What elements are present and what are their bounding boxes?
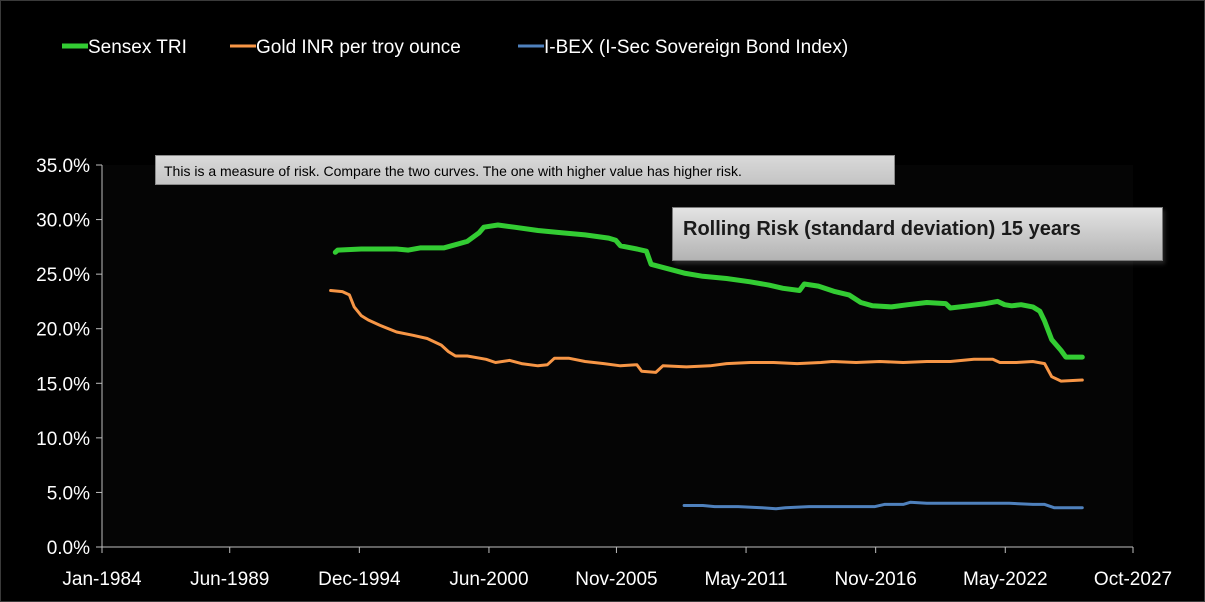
x-tick-label: May-2022 xyxy=(963,569,1048,590)
x-tick-label: Jan-1984 xyxy=(62,569,142,590)
y-tick-label: 15.0% xyxy=(36,374,90,395)
series-line-3 xyxy=(682,500,1084,511)
series-line-1 xyxy=(332,222,1085,360)
x-tick-label: Jun-2000 xyxy=(449,569,528,590)
y-tick-label: 0.0% xyxy=(47,538,90,559)
y-tick-label: 30.0% xyxy=(36,211,90,232)
y-tick-label: 35.0% xyxy=(36,156,90,177)
x-tick-label: May-2011 xyxy=(705,569,788,590)
x-tick-label: Nov-2005 xyxy=(575,569,657,590)
y-axis: 0.0% 5.0% 10.0% 15.0% 20.0% 25.0% 30.0% 35.0% xyxy=(36,156,103,559)
x-tick-label: Oct-2027 xyxy=(1094,569,1172,590)
legend: Sensex TRI Gold INR per troy ounce I-BEX (… xyxy=(62,37,848,58)
x-tick-label: Dec-1994 xyxy=(318,569,401,590)
series-layer xyxy=(329,222,1085,511)
chart-title: Rolling Risk (standard deviation) 15 yea… xyxy=(672,207,1163,261)
y-tick-label: 20.0% xyxy=(36,320,90,341)
y-tick-label: 5.0% xyxy=(47,483,90,504)
y-tick-label: 10.0% xyxy=(36,429,90,450)
legend-label: Sensex TRI xyxy=(88,37,187,58)
legend-label: I-BEX (I-Sec Sovereign Bond Index) xyxy=(544,37,848,58)
x-tick-label: Jun-1989 xyxy=(190,569,269,590)
series-line-2 xyxy=(329,289,1084,383)
risk-annotation: This is a measure of risk. Compare the t… xyxy=(155,155,895,185)
x-tick-label: Nov-2016 xyxy=(834,569,916,590)
legend-label: Gold INR per troy ounce xyxy=(256,37,461,58)
y-tick-label: 25.0% xyxy=(36,265,90,286)
x-axis: Jan-1984 Jun-1989 Dec-1994 Jun-2000 Nov-2005… xyxy=(62,546,1172,590)
